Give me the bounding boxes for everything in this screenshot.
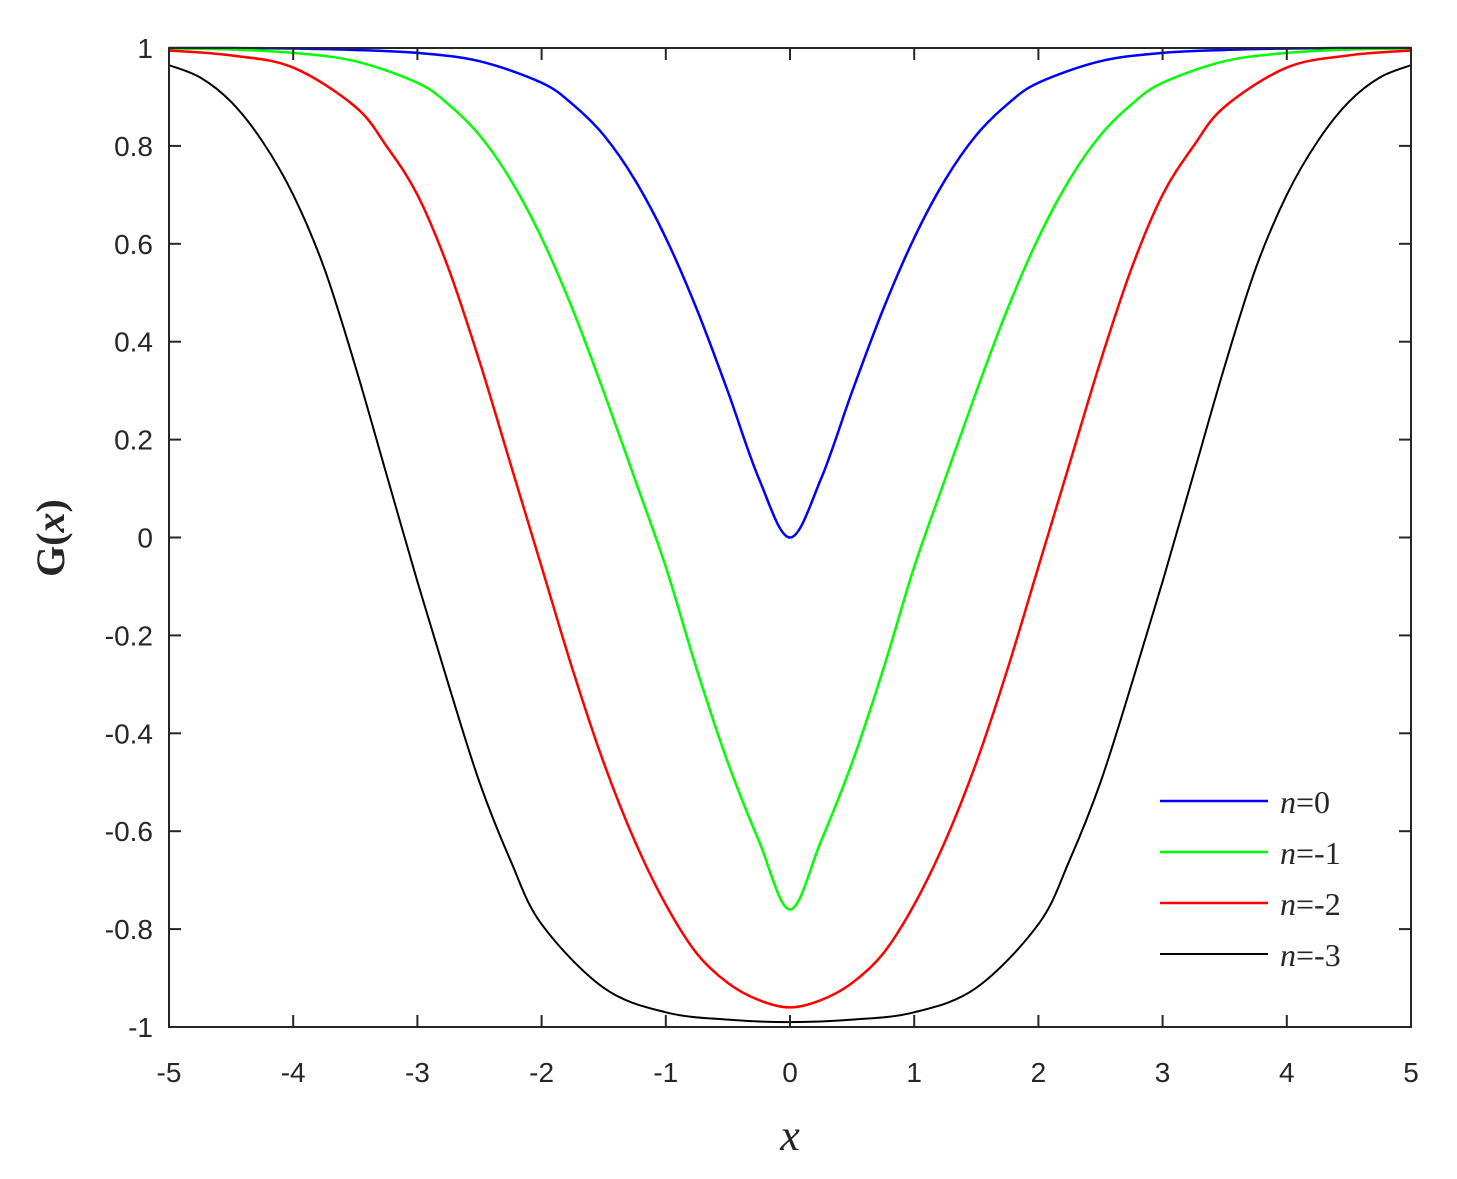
legend-label-n1-var: n — [1280, 835, 1296, 871]
legend-label-n1: n=-1 — [1280, 835, 1341, 871]
y-tick-label: 0.4 — [114, 327, 153, 358]
x-tick-label: 5 — [1403, 1057, 1419, 1088]
legend-label-n2: n=-2 — [1280, 886, 1341, 922]
legend-label-n2-rest: =-2 — [1296, 886, 1341, 922]
y-tick-label: -0.4 — [105, 718, 153, 749]
y-axis-title-var: x — [28, 512, 73, 533]
x-tick-label: 3 — [1155, 1057, 1171, 1088]
series-line-n0 — [168, 46, 1412, 539]
legend-label-n0-var: n — [1280, 784, 1296, 820]
legend-label-n2-var: n — [1280, 886, 1296, 922]
y-tick-label: -1 — [128, 1012, 153, 1043]
series-line-n2 — [168, 49, 1412, 1009]
legend-label-n3-var: n — [1280, 937, 1296, 973]
x-tick-label: 1 — [906, 1057, 922, 1088]
legend: n=0 n=-1 n=-2 n=-3 — [1160, 784, 1341, 973]
y-tick-label: 0.6 — [114, 229, 153, 260]
y-tick-label: 0 — [137, 523, 153, 554]
legend-label-n0-rest: =0 — [1296, 784, 1330, 820]
legend-label-n0: n=0 — [1280, 784, 1330, 820]
y-axis-title-suffix: ) — [28, 499, 73, 512]
x-tick-label: 4 — [1279, 1057, 1295, 1088]
y-tick-label: 0.8 — [114, 131, 153, 162]
legend-label-n3: n=-3 — [1280, 937, 1341, 973]
y-axis-title: G(x) — [28, 499, 73, 577]
x-tick-label: -4 — [281, 1057, 306, 1088]
x-tick-label: -5 — [157, 1057, 182, 1088]
tick-layer — [168, 47, 1412, 1028]
y-tick-label: -0.8 — [105, 914, 153, 945]
y-axis-title-prefix: G( — [28, 532, 73, 576]
x-tick-label: 2 — [1031, 1057, 1047, 1088]
tick-label-layer: -5 -4 -3 -2 -1 0 1 2 3 4 5 1 0.8 0.6 0.4 0.2 0 -0.2 -0.4 -0… — [105, 33, 1419, 1088]
y-tick-label: -0.6 — [105, 816, 153, 847]
x-tick-label: 0 — [782, 1057, 798, 1088]
x-tick-label: -3 — [405, 1057, 430, 1088]
y-tick-label: 0.2 — [114, 425, 153, 456]
y-tick-label: -0.2 — [105, 620, 153, 651]
series-line-n1 — [168, 47, 1412, 911]
x-tick-label: -2 — [529, 1057, 554, 1088]
x-tick-label: -1 — [653, 1057, 678, 1088]
x-axis-title: x — [779, 1111, 800, 1160]
legend-label-n3-rest: =-3 — [1296, 937, 1341, 973]
y-tick-label: 1 — [137, 33, 153, 64]
legend-label-n1-rest: =-1 — [1296, 835, 1341, 871]
